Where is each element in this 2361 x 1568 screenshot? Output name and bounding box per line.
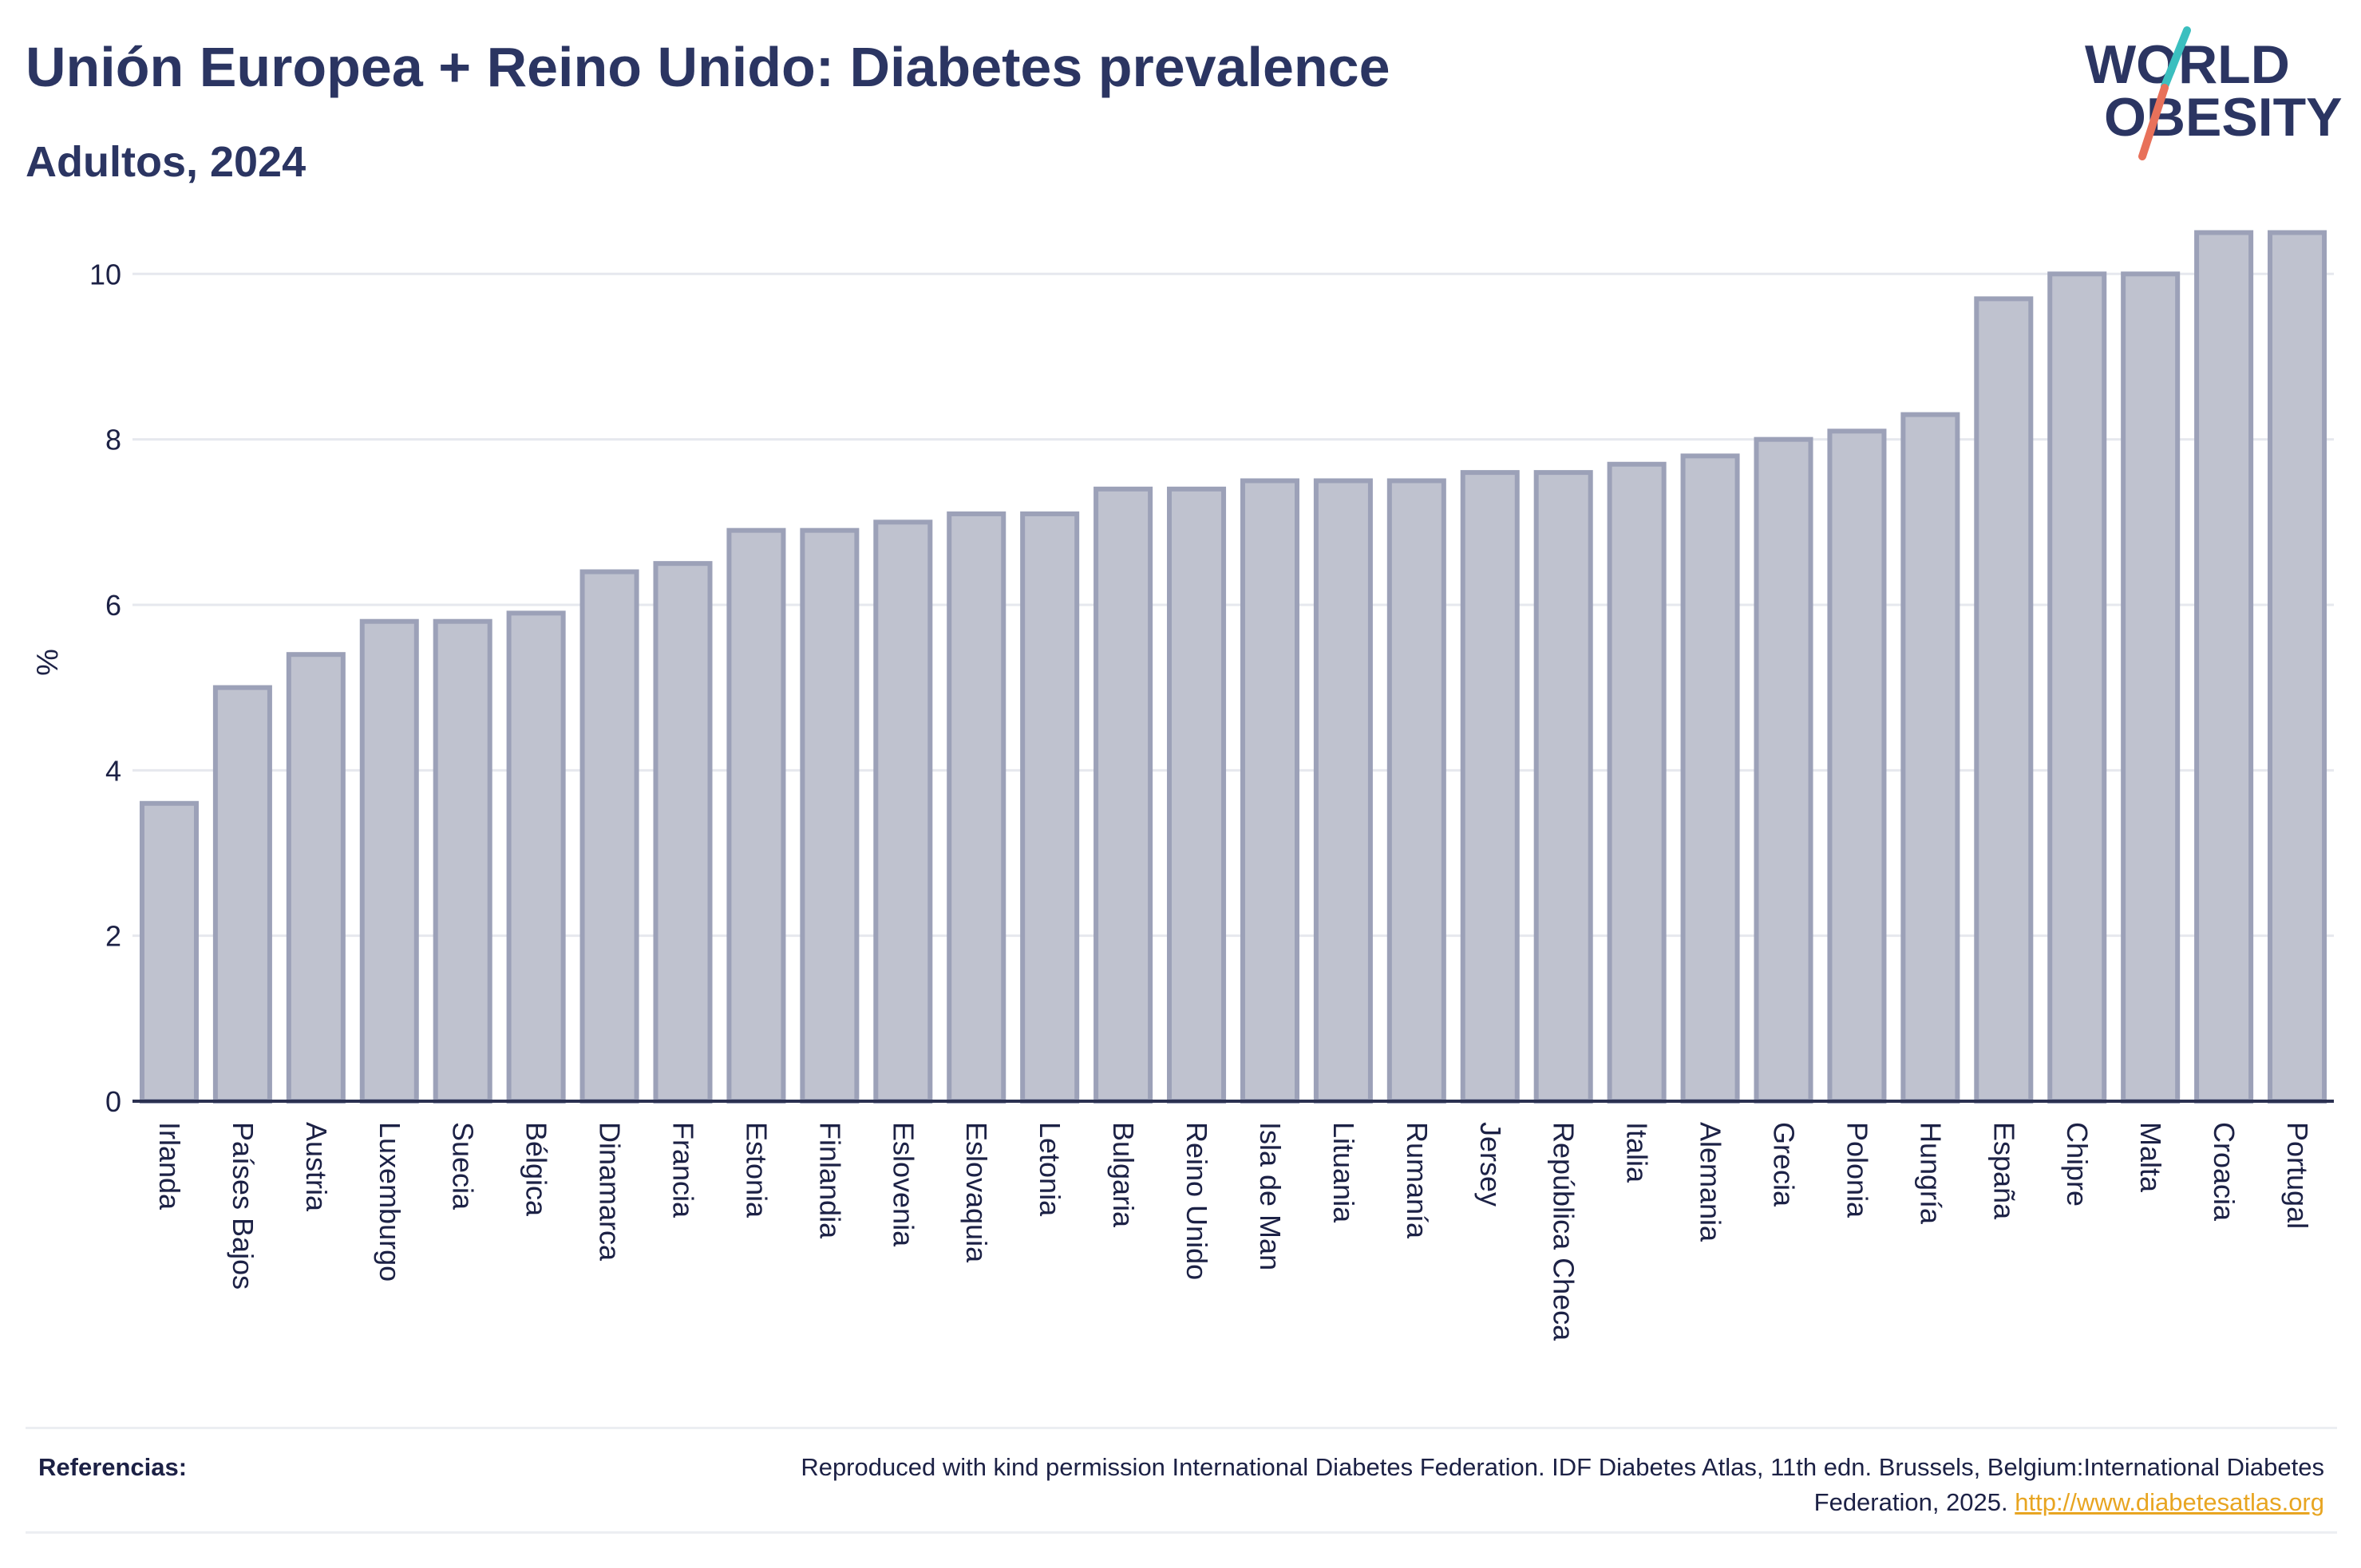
gridlines (132, 272, 2334, 938)
bar-portugal (2268, 230, 2327, 1104)
x-tick-label: Croacia (2208, 1122, 2240, 1222)
x-tick-label: Lituania (1327, 1122, 1360, 1223)
x-tick-label: República Checa (1548, 1122, 1580, 1341)
bar-hungría (1900, 412, 1960, 1104)
bar-países-bajos (212, 685, 272, 1104)
x-tick-label: Portugal (2281, 1122, 2314, 1229)
x-tick-label: Austria (300, 1122, 333, 1212)
bar-estonia (726, 527, 786, 1104)
bar-lituania (1313, 478, 1373, 1104)
bar-austria (286, 652, 346, 1104)
bar-bélgica (506, 610, 566, 1104)
references-footer: Referencias: Reproduced with kind permis… (26, 1427, 2337, 1534)
bar-luxemburgo (359, 618, 419, 1104)
bar-españa (1974, 296, 2034, 1104)
bar-italia (1607, 461, 1667, 1104)
x-tick-label: Luxemburgo (374, 1122, 406, 1282)
bars (139, 230, 2327, 1104)
bar-jersey (1460, 470, 1520, 1104)
x-tick-label: Irlanda (153, 1122, 186, 1211)
chart-subtitle: Adultos, 2024 (26, 138, 306, 186)
references-label: Referencias: (38, 1453, 188, 1481)
x-tick-label: Reino Unido (1180, 1122, 1213, 1280)
bar-bulgaria (1093, 486, 1153, 1104)
x-tick-label: Suecia (447, 1122, 480, 1211)
x-tick-label: Bulgaria (1107, 1122, 1140, 1228)
bar-chipre (2047, 271, 2107, 1104)
x-tick-label: Isla de Man (1254, 1122, 1287, 1270)
x-tick-label: Dinamarca (594, 1122, 627, 1262)
y-tick-label: 8 (105, 424, 121, 456)
bar-rumanía (1386, 478, 1446, 1104)
world-obesity-logo: WORLD OBESITY (2085, 26, 2343, 160)
y-tick-label: 2 (105, 920, 121, 953)
bar-letonia (1020, 511, 1080, 1104)
logo-text-obesity: OBESITY (2104, 87, 2343, 148)
bar-eslovaquia (947, 511, 1006, 1104)
x-tick-label: Estonia (740, 1122, 773, 1218)
y-tick-label: 4 (105, 754, 121, 787)
x-tick-label: Alemania (1695, 1122, 1727, 1242)
x-tick-label: Jersey (1474, 1122, 1507, 1207)
bar-malta (2121, 271, 2181, 1104)
x-tick-label: España (1987, 1122, 2020, 1220)
x-tick-label: Francia (667, 1122, 700, 1218)
axes: 0 2 4 6 8 10 Irlanda Países Bajos Austria Luxembu… (89, 258, 2334, 1341)
bar-irlanda (139, 800, 199, 1104)
x-tick-label: Hungría (1914, 1122, 1947, 1225)
bar-dinamarca (579, 569, 639, 1104)
bar-suecia (433, 618, 492, 1104)
references-text: Reproduced with kind permission Internat… (801, 1453, 2324, 1516)
bar-república-checa (1533, 470, 1593, 1104)
logo-slash-teal (2161, 26, 2191, 90)
y-tick-label: 0 (105, 1085, 121, 1118)
bar-croacia (2194, 230, 2254, 1104)
x-tick-label: Italia (1621, 1122, 1654, 1183)
bar-grecia (1754, 436, 1813, 1104)
x-tick-label: Eslovaquia (960, 1122, 993, 1263)
bar-eslovenia (873, 519, 933, 1104)
y-axis-label: % (31, 649, 65, 676)
x-tick-label: Bélgica (520, 1122, 553, 1217)
bar-francia (653, 561, 713, 1104)
x-tick-label: Polonia (1841, 1122, 1873, 1218)
chart-title: Unión Europea + Reino Unido: Diabetes pr… (26, 36, 1390, 98)
logo-text-world: WORLD (2085, 34, 2290, 95)
logo-slash-coral (2138, 84, 2169, 160)
references-link[interactable]: http://www.diabetesatlas.org (2015, 1488, 2324, 1516)
bar-isla-de-man (1240, 478, 1299, 1104)
x-tick-label: Malta (2134, 1122, 2167, 1193)
bar-chart: 0 2 4 6 8 10 Irlanda Países Bajos Austria Luxembu… (31, 230, 2334, 1341)
x-tick-label: Países Bajos (227, 1122, 259, 1290)
y-tick-label: 6 (105, 589, 121, 622)
x-tick-label: Finlandia (813, 1122, 846, 1239)
references-text-block: Reproduced with kind permission Internat… (688, 1450, 2324, 1520)
x-tick-label: Grecia (1768, 1122, 1801, 1207)
bar-reino-unido (1167, 486, 1227, 1104)
x-tick-label: Chipre (2061, 1122, 2094, 1207)
bar-finlandia (800, 527, 860, 1104)
x-tick-label: Rumanía (1401, 1122, 1434, 1239)
y-tick-label: 10 (89, 258, 121, 290)
bar-alemania (1680, 453, 1740, 1104)
x-tick-label: Letonia (1034, 1122, 1066, 1217)
bar-polonia (1827, 429, 1887, 1104)
x-tick-label: Eslovenia (887, 1122, 919, 1247)
